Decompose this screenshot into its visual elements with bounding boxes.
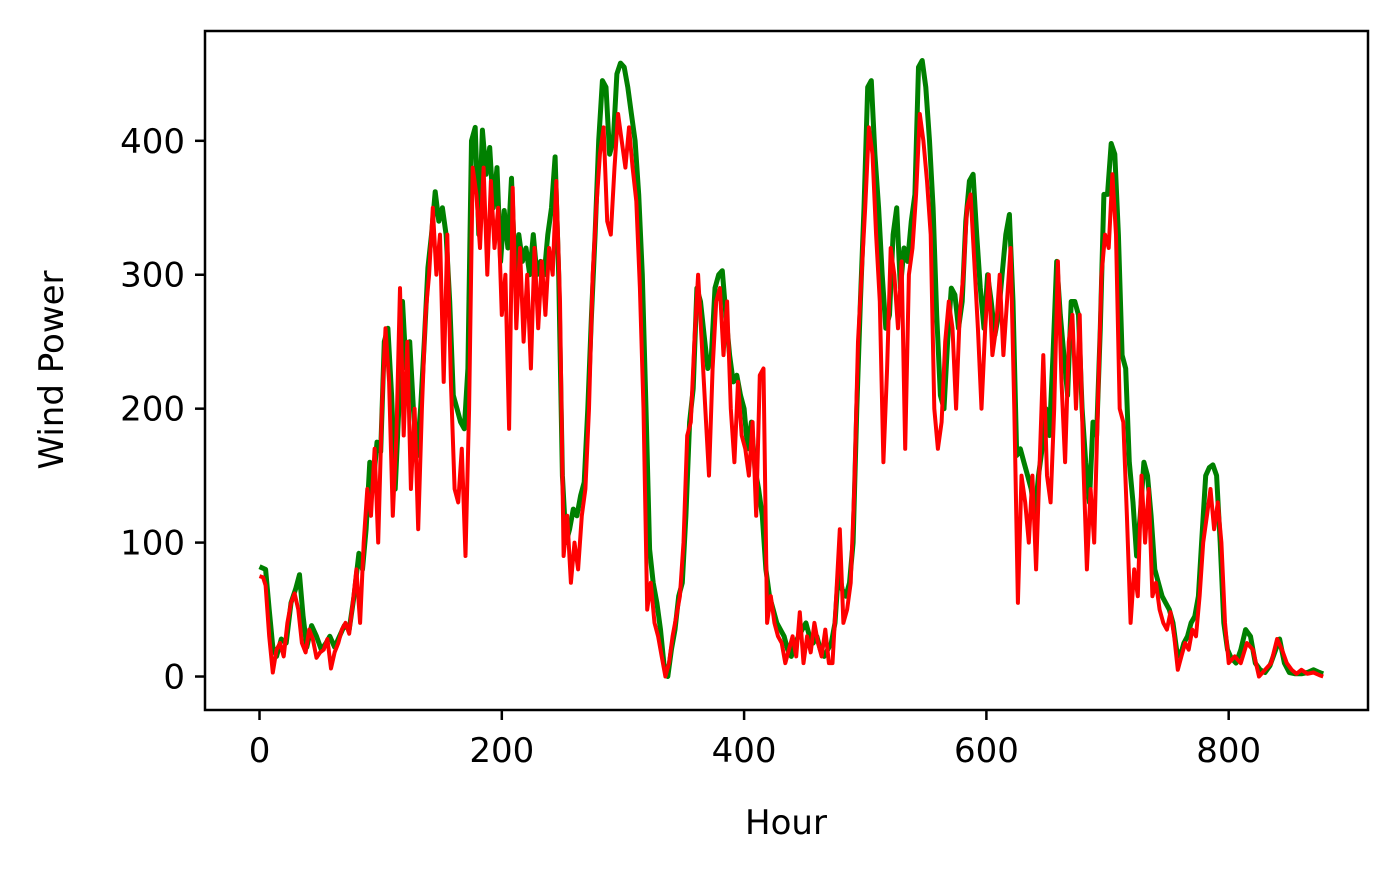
y-tick-label: 300: [120, 256, 185, 296]
y-tick-label: 100: [120, 524, 185, 564]
ticks-layer: 0 200 400 600 800 0 100 200 300 400: [120, 122, 1261, 771]
plot-frame: [203, 29, 1370, 712]
y-tick-label: 0: [163, 658, 185, 698]
x-tick-label: 0: [249, 731, 271, 771]
x-tick-label: 400: [712, 731, 777, 771]
x-axis-label: Hour: [745, 803, 827, 843]
x-tick-label: 800: [1196, 731, 1261, 771]
series-line-1: [258, 58, 1325, 679]
y-tick-label: 400: [120, 122, 185, 162]
y-tick-label: 200: [120, 390, 185, 430]
series-layer: [258, 58, 1325, 679]
x-tick-label: 600: [954, 731, 1019, 771]
y-axis-label: Wind Power: [32, 270, 72, 469]
x-tick-label: 200: [469, 731, 534, 771]
series-line-2: [258, 112, 1324, 679]
